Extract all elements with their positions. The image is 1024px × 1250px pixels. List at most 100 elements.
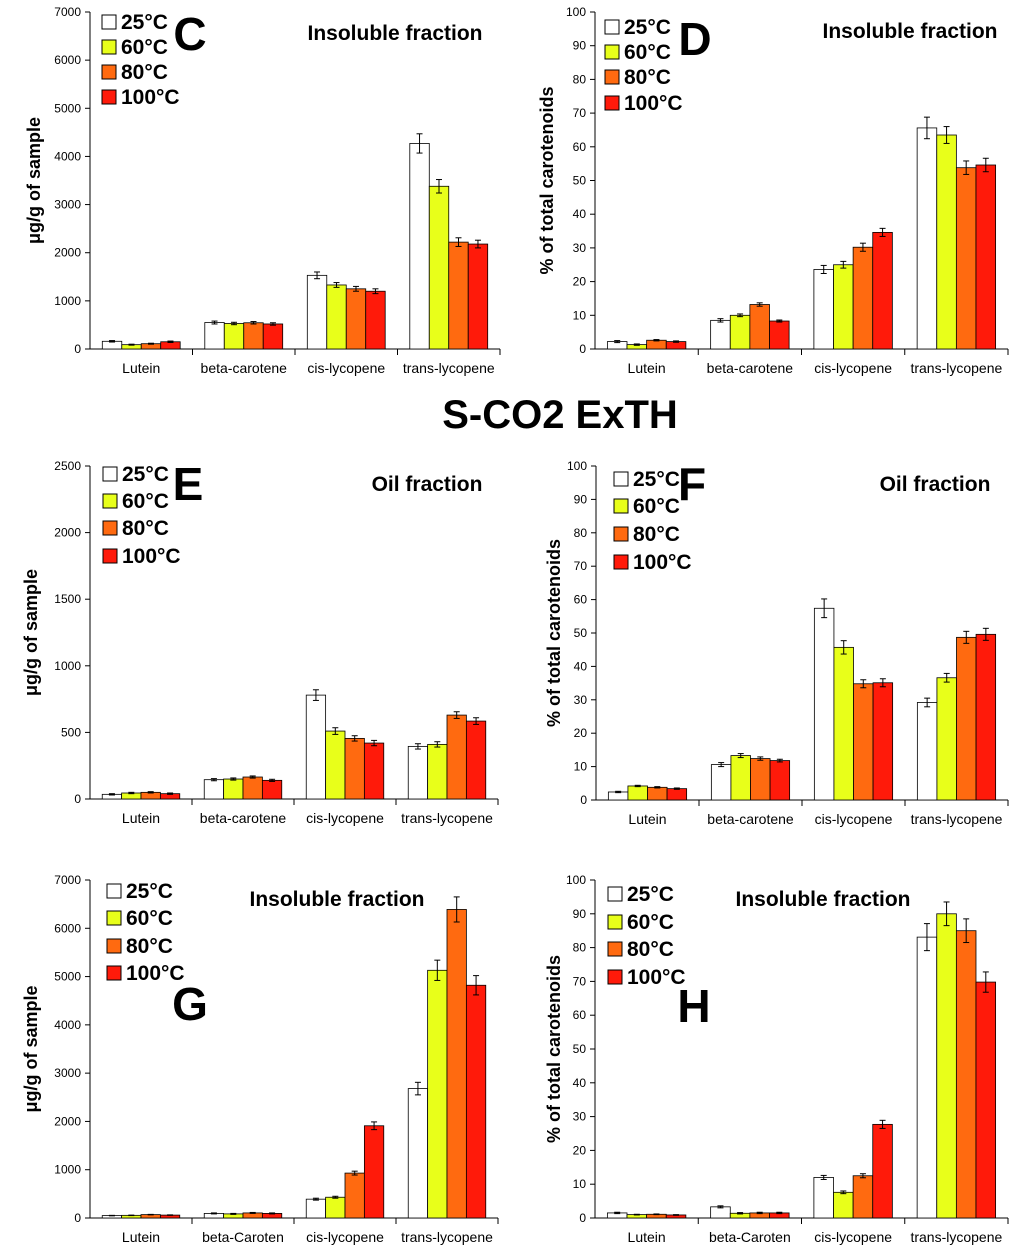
bar (627, 785, 648, 801)
bar (813, 269, 834, 350)
y-tick-label: 70 (574, 559, 588, 573)
y-tick-label: 50 (573, 174, 587, 188)
y-tick-label: 1000 (54, 294, 81, 308)
y-axis-label: % of total carotenoids (537, 86, 557, 274)
panel-letter: G (172, 978, 208, 1030)
legend-label: 100°C (627, 966, 686, 989)
bar (305, 694, 327, 800)
y-tick-label: 6000 (54, 53, 81, 67)
y-tick-label: 1500 (54, 592, 81, 606)
bar (833, 264, 854, 350)
category-label: trans-lycopene (403, 360, 495, 376)
section-title: S-CO2 ExTH (442, 393, 678, 437)
category-label: trans-lycopene (401, 1229, 493, 1245)
y-tick-label: 90 (573, 39, 587, 53)
category-label: trans-lycopene (910, 360, 1002, 376)
bar (750, 758, 771, 801)
category-label: Lutein (122, 360, 160, 376)
bar (872, 682, 894, 801)
legend-label: 80°C (633, 523, 680, 546)
y-tick-label: 50 (574, 626, 588, 640)
legend-label: 80°C (122, 517, 169, 540)
bar (607, 791, 629, 801)
y-tick-label: 10 (573, 308, 587, 322)
category-label: beta-carotene (201, 360, 288, 376)
legend-swatch (613, 471, 629, 487)
legend-label: 25°C (633, 468, 680, 491)
panel-e: 0 500 1000 1500 2000 2500 μg/g of sample Lutein… (21, 458, 499, 826)
category-label: beta-carotene (707, 811, 794, 827)
y-tick-label: 1000 (54, 659, 81, 673)
bar (223, 323, 245, 350)
category-label: cis-lycopene (307, 360, 385, 376)
panel-g: 0 1000 2000 3000 4000 5000 6000 7000 μg/g of sam… (21, 873, 499, 1245)
y-tick-label: 70 (573, 106, 587, 120)
bar (363, 742, 385, 800)
legend-label: 80°C (624, 66, 671, 89)
panel-letter: E (173, 458, 204, 510)
legend-swatch (102, 493, 118, 509)
legend-swatch (607, 886, 623, 902)
y-tick-label: 2500 (54, 459, 81, 473)
y-tick-label: 2000 (54, 526, 81, 540)
legend-swatch (106, 910, 122, 926)
bar (872, 1123, 893, 1219)
y-tick-label: 0 (74, 1211, 81, 1225)
legend-swatch (101, 14, 117, 30)
legend-swatch (607, 969, 623, 985)
legend-swatch (102, 520, 118, 536)
bar (956, 636, 977, 801)
bar (262, 323, 284, 350)
legend-label: 100°C (121, 86, 180, 109)
legend-label: 60°C (633, 495, 680, 518)
panel-letter: F (678, 458, 706, 510)
y-tick-label: 0 (579, 342, 586, 356)
bar (955, 167, 977, 350)
legend-swatch (604, 69, 620, 85)
category-label: trans-lycopene (911, 811, 1003, 827)
bar (407, 745, 429, 800)
bar (813, 607, 835, 801)
legend-swatch (106, 883, 122, 899)
category-label: cis-lycopene (814, 360, 892, 376)
y-tick-label: 60 (573, 1008, 587, 1022)
y-tick-label: 20 (574, 726, 588, 740)
bar (446, 909, 467, 1219)
bar (344, 1172, 365, 1219)
legend-swatch (101, 64, 117, 80)
legend-swatch (106, 938, 122, 954)
bar (446, 714, 467, 800)
bar (916, 127, 938, 350)
legend-label: 60°C (624, 41, 671, 64)
category-label: beta-carotene (200, 810, 287, 826)
y-axis-label: μg/g of sample (21, 985, 41, 1112)
panel-f: 0 10 20 30 40 50 60 70 80 90 100 % of total caroten… (544, 458, 1009, 827)
bar (407, 1088, 429, 1219)
bar (769, 320, 790, 350)
bar (955, 930, 977, 1219)
y-tick-label: 40 (573, 1076, 587, 1090)
bar (325, 730, 346, 800)
y-tick-label: 7000 (54, 873, 81, 887)
y-tick-label: 6000 (54, 921, 81, 935)
category-label: trans-lycopene (910, 1229, 1002, 1245)
bar (261, 779, 283, 800)
bar (975, 164, 997, 350)
y-tick-label: 100 (566, 5, 586, 19)
legend-label: 60°C (126, 907, 173, 930)
panel-letter: H (677, 980, 710, 1032)
bar (306, 274, 328, 350)
y-tick-label: 20 (573, 1143, 587, 1157)
bar (730, 755, 751, 801)
y-axis-label: % of total carotenoids (544, 539, 564, 727)
panel-title: Insoluble fraction (307, 22, 482, 45)
legend-label: 100°C (126, 962, 185, 985)
y-axis-label: μg/g of sample (24, 117, 44, 244)
bar (427, 969, 448, 1219)
bar (203, 779, 225, 800)
bar (975, 981, 997, 1219)
panel-title: Oil fraction (372, 473, 483, 496)
category-label: cis-lycopene (306, 1229, 384, 1245)
panel-letter: D (678, 13, 711, 65)
